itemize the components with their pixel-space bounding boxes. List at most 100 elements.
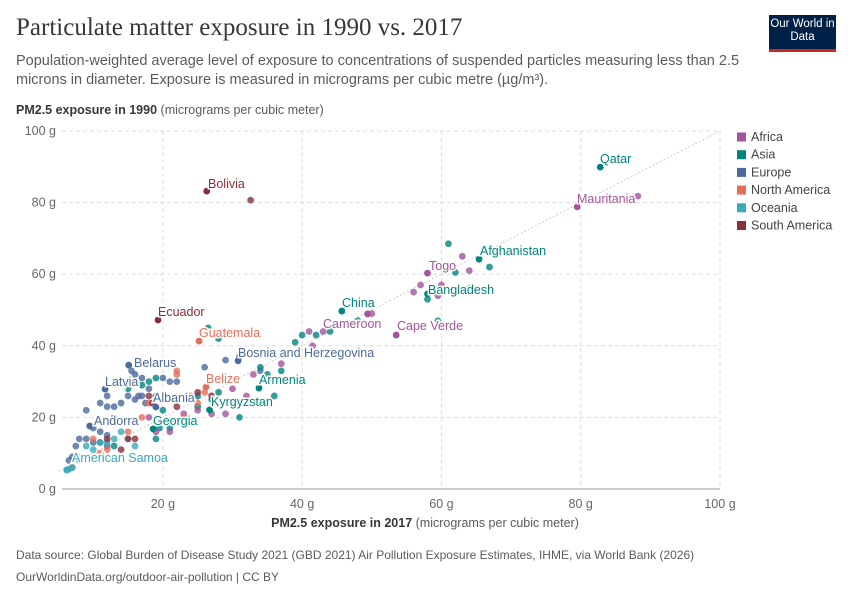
data-point xyxy=(319,328,327,335)
data-point xyxy=(309,342,316,350)
point-label: China xyxy=(342,296,375,310)
data-point-bosnia-and-herzegovina xyxy=(234,357,242,365)
point-label: Belarus xyxy=(134,356,176,370)
legend-label: North America xyxy=(751,183,830,197)
chart-title: Particulate matter exposure in 1990 vs. … xyxy=(16,14,463,41)
source-url[interactable]: OurWorldinData.org/outdoor-air-pollution… xyxy=(16,570,280,584)
data-point xyxy=(465,285,473,292)
data-point xyxy=(194,399,202,407)
data-point xyxy=(291,338,299,346)
chart-subtitle: Population-weighted average level of exp… xyxy=(16,53,740,88)
point-label: Bosnia and Herzegovina xyxy=(238,346,374,360)
x-axis-label: PM2.5 exposure in 2017 (micrograms per c… xyxy=(0,516,850,530)
data-point xyxy=(131,371,139,378)
point-label: Cameroon xyxy=(323,317,381,331)
data-point xyxy=(124,392,132,400)
data-point-kyrgyzstan xyxy=(206,406,213,414)
data-point xyxy=(194,388,202,396)
legend-item-africa[interactable]: Africa xyxy=(737,130,783,144)
data-point xyxy=(138,381,146,389)
data-point xyxy=(277,367,285,375)
data-point xyxy=(270,392,278,400)
data-point-belize xyxy=(202,383,210,391)
data-point xyxy=(89,435,97,443)
point-label: American Samoa xyxy=(72,451,168,465)
data-point-armenia xyxy=(255,384,263,392)
data-point xyxy=(117,428,125,436)
legend-label: Asia xyxy=(751,148,775,162)
legend-item-europe[interactable]: Europe xyxy=(737,165,791,179)
legend-swatch xyxy=(737,132,746,142)
data-point xyxy=(201,363,209,371)
data-point-qatar xyxy=(596,163,604,171)
data-point xyxy=(124,385,132,393)
owid-logo[interactable]: Our World in Data xyxy=(769,15,836,52)
legend-item-asia[interactable]: Asia xyxy=(737,148,775,162)
data-point xyxy=(434,317,442,325)
point-label: Armenia xyxy=(259,373,306,387)
data-point xyxy=(173,396,181,403)
legend-item-south-america[interactable]: South America xyxy=(737,219,832,233)
legend-item-oceania[interactable]: Oceania xyxy=(737,201,798,215)
point-label: Andorra xyxy=(94,414,139,428)
point-label: Ecuador xyxy=(158,305,205,319)
legend-swatch xyxy=(737,185,746,195)
data-point xyxy=(173,403,181,411)
legend-label: South America xyxy=(751,219,832,233)
data-point-guatemala xyxy=(195,337,203,345)
legend-item-north-america[interactable]: North America xyxy=(737,183,830,197)
data-point xyxy=(187,392,195,400)
data-point-ecuador xyxy=(154,316,162,324)
data-point-latvia xyxy=(101,385,109,393)
legend-label: Africa xyxy=(751,130,783,144)
source-text: Global Burden of Disease Study 2021 (GBD… xyxy=(87,548,695,562)
data-point xyxy=(247,196,255,204)
legend-label: Europe xyxy=(751,165,791,179)
y-tick-label: 80 g xyxy=(32,196,56,210)
data-point xyxy=(215,388,222,396)
data-point xyxy=(75,453,83,461)
point-label: Guatemala xyxy=(199,326,260,340)
data-point xyxy=(96,399,104,407)
data-point xyxy=(277,360,285,368)
y-tick-label: 100 g xyxy=(25,124,56,138)
x-tick-label: 60 g xyxy=(429,497,453,511)
x-tick-label: 20 g xyxy=(151,497,175,511)
data-point xyxy=(256,363,264,371)
data-point-cape-verde xyxy=(392,331,400,339)
data-point xyxy=(68,464,76,471)
data-point xyxy=(263,371,271,378)
data-point xyxy=(438,281,445,289)
data-point xyxy=(417,281,424,289)
data-point xyxy=(305,328,313,335)
data-point xyxy=(465,267,473,275)
data-point xyxy=(103,446,111,454)
data-point xyxy=(204,324,212,332)
data-point xyxy=(458,252,466,260)
data-point xyxy=(249,371,257,378)
legend-swatch xyxy=(737,203,746,213)
data-point xyxy=(103,403,111,411)
data-point-togo xyxy=(424,269,431,277)
data-point-afghanistan xyxy=(475,255,483,263)
data-point-andorra xyxy=(86,422,94,430)
point-label: Qatar xyxy=(600,152,631,166)
data-point xyxy=(431,285,438,292)
data-point xyxy=(138,414,146,421)
data-point xyxy=(173,371,181,378)
point-label: Latvia xyxy=(105,375,138,389)
data-point-georgia xyxy=(149,425,157,433)
source-label: Data source: xyxy=(16,548,85,562)
data-point-china xyxy=(338,307,346,315)
data-point xyxy=(138,374,146,382)
data-point xyxy=(451,269,459,276)
data-point xyxy=(103,435,111,443)
data-point xyxy=(222,410,229,418)
data-point xyxy=(65,456,73,464)
data-point xyxy=(215,335,222,343)
data-point xyxy=(96,439,104,446)
data-point xyxy=(208,392,216,400)
data-point xyxy=(82,442,90,450)
data-point xyxy=(159,406,167,414)
